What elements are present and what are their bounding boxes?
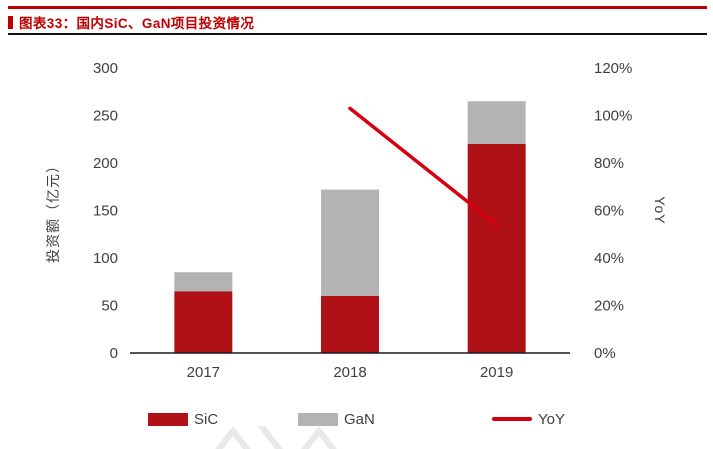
svg-text:2017: 2017 [187,364,220,381]
top-accent-rule [8,6,707,9]
svg-text:50: 50 [101,298,118,315]
figure-header: 图表33：国内SiC、GaN项目投资情况 [8,12,254,32]
svg-text:100%: 100% [594,108,632,125]
svg-text:100: 100 [93,250,118,267]
svg-text:2019: 2019 [480,364,513,381]
legend-item-sic: SiC [148,405,218,433]
legend-item-yoy: YoY [492,405,565,433]
legend-item-gan: GaN [298,405,375,433]
svg-text:0%: 0% [594,345,616,362]
legend-label-sic: SiC [194,410,219,428]
svg-text:投资额（亿元）: 投资额（亿元） [45,158,61,263]
svg-text:150: 150 [93,203,118,220]
svg-text:80%: 80% [594,155,624,172]
gan-swatch-icon [298,412,338,426]
legend-label-yoy: YoY [538,410,565,428]
svg-text:200: 200 [93,155,118,172]
watermark [215,426,337,449]
investment-chart: 0 50 100 150 200 250 300 0% 20% 40% 60% 80% 100% 120%… [45,60,668,381]
svg-text:2018: 2018 [333,364,366,381]
svg-text:40%: 40% [594,250,624,267]
title-marker [8,15,13,29]
svg-text:250: 250 [93,108,118,125]
legend-label-gan: GaN [344,410,375,428]
svg-text:60%: 60% [594,203,624,220]
svg-text:20%: 20% [594,298,624,315]
svg-text:0: 0 [110,345,118,362]
svg-text:300: 300 [93,60,118,77]
yoy-line-swatch-icon [492,417,532,421]
sic-swatch-icon [148,412,188,426]
header-divider [8,33,707,35]
svg-text:120%: 120% [594,60,632,77]
figure-title: 图表33：国内SiC、GaN项目投资情况 [19,16,255,31]
svg-text:YoY: YoY [652,196,668,224]
chart-legend: SiC GaN YoY [0,405,713,433]
